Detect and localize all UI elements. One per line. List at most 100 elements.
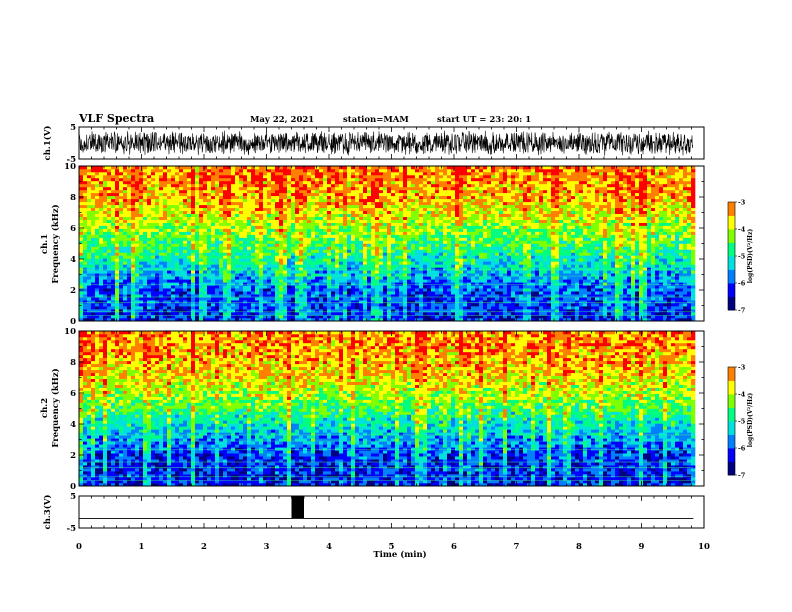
ch1-spectrogram-cell [187, 297, 192, 301]
ch1-spectrogram-cell [359, 213, 364, 217]
ch1-spectrogram-cell [291, 246, 296, 250]
ch1-spectrogram-cell [223, 270, 228, 274]
ch1-spectrogram-cell [243, 234, 248, 238]
ch1-spectrogram-cell [283, 258, 288, 262]
ch1-spectrogram-cell [415, 237, 420, 241]
ch1-spectrogram-cell [355, 225, 360, 229]
ch1-spectrogram-cell [383, 279, 388, 283]
ch1-spectrogram-cell [175, 240, 180, 244]
ch1-spectrogram-cell [223, 240, 228, 244]
ch1-spectrogram-cell [87, 216, 92, 220]
ch1-spectrogram-cell [167, 285, 172, 289]
ch1-spectrogram-cell [395, 169, 400, 173]
ch1-spectrogram-cell [375, 252, 380, 256]
ch1-spectrogram-cell [347, 237, 352, 241]
ch1-spectrogram-cell [199, 222, 204, 226]
ch1-spectrogram-cell [415, 234, 420, 238]
ch1-spectrogram-cell [327, 240, 332, 244]
ch1-spectrogram-cell [335, 252, 340, 256]
ch1-spectrogram-cell [287, 315, 292, 319]
ch1-spectrogram-cell [311, 294, 316, 298]
ch1-spectrogram-cell [231, 312, 236, 316]
ch1-spectrogram-cell [115, 198, 120, 203]
ch1-spectrogram-cell [335, 204, 340, 209]
ch1-spectrogram-cell [355, 282, 360, 286]
ch1-spectrogram-cell [351, 201, 356, 206]
ch1-spectrogram-cell [411, 169, 416, 173]
ch1-spectrogram-cell [311, 258, 316, 262]
ch1-spectrogram-cell [315, 169, 320, 173]
ch1-spectrogram-cell [199, 213, 204, 217]
ch1-spectrogram-cell [399, 225, 404, 229]
ch1-spectrogram-cell [427, 204, 432, 209]
ch1-spectrogram-cell [291, 264, 296, 268]
ch1-spectrogram-cell [311, 180, 316, 185]
ch1-spectrogram-cell [171, 228, 176, 232]
ch1-spectrogram-cell [363, 237, 368, 241]
ch1-spectrogram-cell [247, 258, 252, 262]
ch1-spectrogram-cell [279, 166, 284, 170]
ch1-spectrogram-cell [379, 276, 384, 280]
ch1-spectrogram-cell [343, 204, 348, 209]
ch1-spectrogram-cell [235, 192, 240, 197]
ch1-spectrogram-cell [279, 294, 284, 298]
ch1-spectrogram-cell [423, 312, 428, 316]
ch1-spectrogram-cell [279, 204, 284, 209]
ch1-spectrogram-cell [383, 282, 388, 286]
ch1-spectrogram-cell [319, 210, 324, 214]
ch1-spectrogram-cell [231, 315, 236, 319]
ch1-spectrogram-cell [427, 315, 432, 319]
ch1-spectrogram-cell [339, 288, 344, 292]
ch1-spectrogram-cell [439, 264, 444, 268]
ch1-spectrogram-cell [339, 234, 344, 238]
ch1-spectrogram-cell [91, 264, 96, 268]
ch1-spectrogram-cell [339, 186, 344, 191]
ch1-spectrogram-cell [167, 309, 172, 313]
ch1-spectrogram-cell [143, 297, 148, 301]
ch1-spectrogram-cell [435, 237, 440, 241]
ch1-spectrogram-cell [403, 213, 408, 217]
ch1-spectrogram-cell [247, 246, 252, 250]
ch1-spectrogram-cell [163, 169, 168, 173]
ch1-spectrogram-cell [247, 189, 252, 194]
ch1-spectrogram-cell [143, 306, 148, 310]
ch1-spectrogram-cell [227, 169, 232, 173]
ch1-spectrogram-cell [307, 231, 312, 235]
ch1-spectrogram-cell [235, 258, 240, 262]
ch1-spectrogram-cell [323, 183, 328, 188]
ch1-spectrogram-cell [431, 216, 436, 220]
ch1-spectrogram-cell [315, 186, 320, 191]
ch1-spectrogram-cell [423, 315, 428, 319]
ch1-spectrogram-cell [407, 294, 412, 298]
ch1-spectrogram-cell [215, 270, 220, 274]
ch1-spectrogram-cell [407, 204, 412, 209]
ch1-spectrogram-cell [199, 294, 204, 298]
ch1-spectrogram-cell [299, 315, 304, 319]
ch1-spectrogram-cell [323, 195, 328, 200]
ch1-spectrogram-cell [411, 201, 416, 206]
ch1-spectrogram-cell [427, 174, 432, 179]
ch1-spectrogram-cell [335, 261, 340, 265]
ch1-spectrogram-cell [375, 222, 380, 226]
ch1-spectrogram-cell [379, 315, 384, 319]
ch1-spectrogram-cell [431, 169, 436, 173]
ch1-spectrogram-cell [415, 261, 420, 265]
ch1-spectrogram-cell [371, 252, 376, 256]
ch1-spectrogram-cell [435, 177, 440, 182]
ch1-spectrogram-cell [363, 210, 368, 214]
ch1-spectrogram-cell [123, 267, 128, 271]
ch1-spectrogram-cell [311, 300, 316, 304]
ch1-spectrogram-cell [351, 303, 356, 307]
ch1-spectrogram-cell [419, 294, 424, 298]
ch1-spectrogram-cell [103, 264, 108, 268]
ch1-spectrogram-cell [235, 240, 240, 244]
ch1-spectrogram-cell [83, 210, 88, 214]
ch1-spectrogram-cell [387, 201, 392, 206]
ch1-spectrogram-cell [351, 169, 356, 173]
ch1-spectrogram-cell [83, 228, 88, 232]
ch1-spectrogram-cell [431, 267, 436, 271]
ch1-spectrogram-cell [151, 240, 156, 244]
ch1-spectrogram-cell [123, 177, 128, 182]
ch1-spectrogram-cell [391, 189, 396, 194]
ch1-spectrogram-cell [187, 288, 192, 292]
